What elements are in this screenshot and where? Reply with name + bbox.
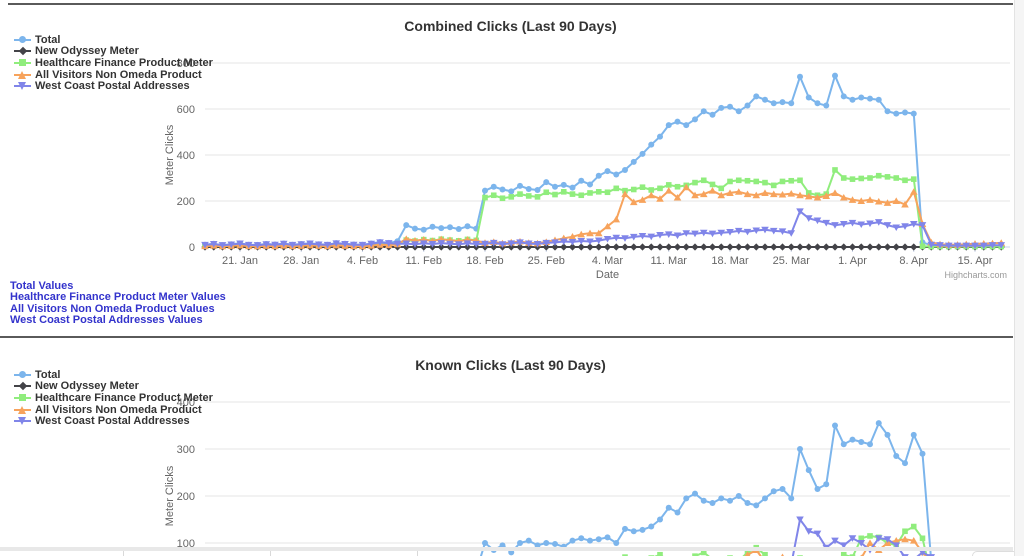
legend-item-west-coast[interactable]: West Coast Postal Addresses: [14, 415, 213, 427]
table-column-border: [123, 551, 124, 556]
svg-text:200: 200: [177, 196, 195, 208]
top-panel-border: [8, 3, 1013, 5]
svg-text:18. Feb: 18. Feb: [466, 255, 503, 267]
svg-text:11. Feb: 11. Feb: [406, 255, 443, 267]
chart-title: Known Clicks (Last 90 Days): [415, 357, 606, 373]
svg-text:28. Jan: 28. Jan: [283, 255, 319, 267]
panel-divider: [0, 336, 1013, 338]
legend-item-healthcare-finance[interactable]: Healthcare Finance Product Meter: [14, 57, 213, 69]
triangle-down-marker-icon: [14, 416, 31, 427]
svg-text:400: 400: [177, 397, 195, 409]
svg-text:11. Mar: 11. Mar: [651, 255, 688, 267]
table-column-border: [270, 551, 271, 556]
svg-text:4. Mar: 4. Mar: [592, 255, 624, 267]
table-column-border: [417, 551, 418, 556]
legend-label: West Coast Postal Addresses: [35, 415, 190, 428]
svg-text:Meter Clicks: Meter Clicks: [164, 465, 176, 526]
combined-clicks-plot[interactable]: 0 200 400 600 800 21. Jan 28. Jan 4. Feb 11. Feb…: [8, 4, 1013, 282]
circle-marker-icon: [14, 369, 31, 380]
triangle-marker-icon: [14, 69, 31, 80]
svg-text:400: 400: [177, 150, 195, 162]
svg-text:Date: Date: [596, 269, 619, 281]
legend-label: West Coast Postal Addresses: [35, 80, 190, 93]
legend-label: New Odyssey Meter: [35, 380, 139, 393]
legend-label: New Odyssey Meter: [35, 45, 139, 58]
chart-legend: Total New Odyssey Meter Healthcare Finan…: [14, 369, 213, 427]
svg-text:15. Apr: 15. Apr: [958, 255, 993, 267]
vertical-scrollbar[interactable]: [1014, 0, 1024, 556]
table-top-divider: [0, 547, 1013, 551]
svg-text:8. Apr: 8. Apr: [899, 255, 928, 267]
west-coast-values-link[interactable]: West Coast Postal Addresses Values: [10, 314, 203, 327]
clipped-widget-top: [972, 551, 1024, 556]
chart-title: Combined Clicks (Last 90 Days): [404, 18, 617, 34]
svg-text:200: 200: [177, 491, 195, 503]
legend-item-all-visitors[interactable]: All Visitors Non Omeda Product: [14, 69, 213, 81]
svg-text:21. Jan: 21. Jan: [222, 255, 258, 267]
square-marker-icon: [14, 57, 31, 68]
svg-text:4. Feb: 4. Feb: [347, 255, 378, 267]
healthcare-finance-values-link[interactable]: Healthcare Finance Product Meter Values: [10, 291, 226, 304]
svg-text:25. Feb: 25. Feb: [528, 255, 565, 267]
diamond-marker-icon: [14, 381, 31, 392]
svg-text:300: 300: [177, 444, 195, 456]
svg-text:25. Mar: 25. Mar: [773, 255, 811, 267]
legend-item-total[interactable]: Total: [14, 369, 213, 381]
legend-item-new-odyssey-meter[interactable]: New Odyssey Meter: [14, 380, 213, 393]
circle-marker-icon: [14, 34, 31, 45]
legend-item-all-visitors[interactable]: All Visitors Non Omeda Product: [14, 404, 213, 416]
square-marker-icon: [14, 392, 31, 403]
chart-legend: Total New Odyssey Meter Healthcare Finan…: [14, 34, 213, 92]
legend-label: Total: [35, 368, 61, 381]
legend-item-healthcare-finance[interactable]: Healthcare Finance Product Meter: [14, 392, 213, 404]
legend-label: All Visitors Non Omeda Product: [35, 403, 202, 416]
svg-text:600: 600: [177, 104, 195, 116]
all-visitors-values-link[interactable]: All Visitors Non Omeda Product Values: [10, 302, 215, 315]
legend-label: All Visitors Non Omeda Product: [35, 68, 202, 81]
legend-item-west-coast[interactable]: West Coast Postal Addresses: [14, 80, 213, 92]
svg-text:Meter Clicks: Meter Clicks: [164, 124, 176, 185]
legend-item-total[interactable]: Total: [14, 34, 213, 46]
highcharts-credits-link[interactable]: Highcharts.com: [944, 270, 1007, 280]
svg-text:18. Mar: 18. Mar: [711, 255, 749, 267]
legend-label: Total: [35, 33, 61, 46]
svg-text:800: 800: [177, 58, 195, 70]
legend-item-new-odyssey-meter[interactable]: New Odyssey Meter: [14, 45, 213, 58]
triangle-marker-icon: [14, 404, 31, 415]
svg-text:0: 0: [189, 242, 195, 254]
legend-label: Healthcare Finance Product Meter: [35, 391, 213, 404]
svg-text:1. Apr: 1. Apr: [838, 255, 867, 267]
triangle-down-marker-icon: [14, 81, 31, 92]
diamond-marker-icon: [14, 46, 31, 57]
total-values-link[interactable]: Total Values: [10, 280, 74, 292]
value-links-list: Total Values Healthcare Finance Product …: [10, 280, 226, 327]
combined-clicks-chart: 0 200 400 600 800 21. Jan 28. Jan 4. Feb 11. Feb…: [8, 4, 1013, 282]
legend-label: Healthcare Finance Product Meter: [35, 56, 213, 69]
